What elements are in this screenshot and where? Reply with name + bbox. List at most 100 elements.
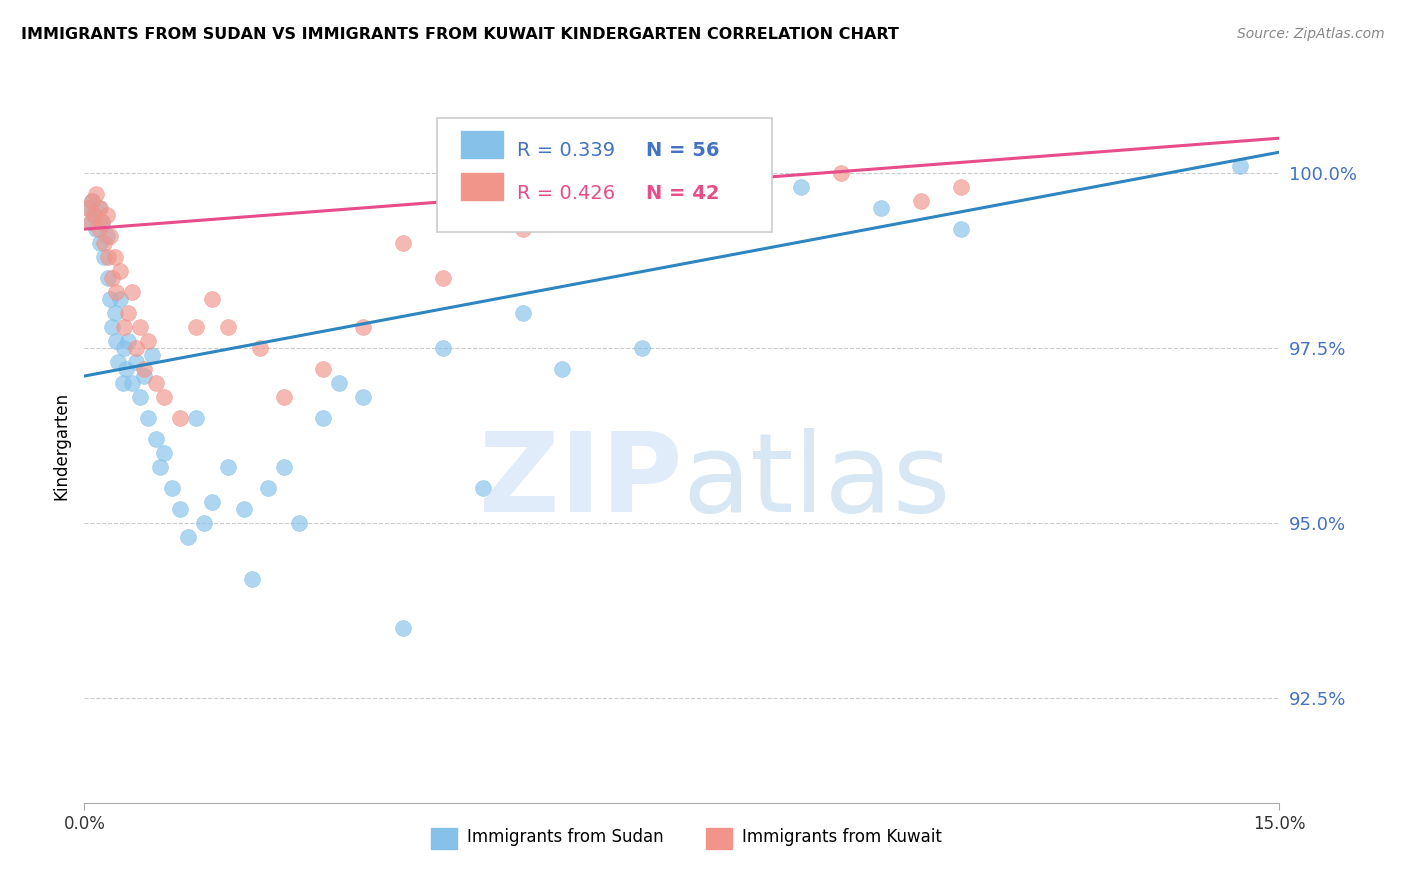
Text: IMMIGRANTS FROM SUDAN VS IMMIGRANTS FROM KUWAIT KINDERGARTEN CORRELATION CHART: IMMIGRANTS FROM SUDAN VS IMMIGRANTS FROM… <box>21 27 898 42</box>
Point <box>591 201 613 215</box>
Point <box>117 306 139 320</box>
Point <box>101 320 124 334</box>
Point <box>949 222 972 236</box>
Point <box>149 460 172 475</box>
Point <box>132 362 156 376</box>
Point <box>93 236 115 251</box>
Point <box>273 460 295 475</box>
Point <box>96 208 118 222</box>
Text: Source: ZipAtlas.com: Source: ZipAtlas.com <box>1237 27 1385 41</box>
Point <box>125 355 148 369</box>
Point <box>82 194 104 208</box>
Point <box>249 341 271 355</box>
Point <box>432 271 454 285</box>
Point <box>710 201 733 215</box>
Point <box>86 187 108 202</box>
Point <box>671 180 693 194</box>
Text: R = 0.426: R = 0.426 <box>517 184 614 203</box>
Point <box>97 271 120 285</box>
Point <box>110 264 132 278</box>
Point <box>256 481 278 495</box>
Point <box>97 250 120 264</box>
Point <box>93 250 115 264</box>
Point <box>110 292 132 306</box>
Point <box>112 320 135 334</box>
Point <box>201 292 224 306</box>
Text: Immigrants from Kuwait: Immigrants from Kuwait <box>742 828 942 846</box>
Text: atlas: atlas <box>682 428 950 535</box>
Point <box>392 621 415 635</box>
Point <box>80 215 103 229</box>
Point <box>98 229 121 244</box>
Point <box>101 271 124 285</box>
Point <box>89 201 111 215</box>
Text: Immigrants from Sudan: Immigrants from Sudan <box>467 828 664 846</box>
Point <box>232 502 254 516</box>
Point <box>90 215 112 229</box>
Point <box>790 180 813 194</box>
Point <box>169 502 191 516</box>
Point <box>83 208 105 222</box>
Point <box>551 362 574 376</box>
Point <box>328 376 350 390</box>
Point <box>121 376 143 390</box>
Point <box>751 208 773 222</box>
Point <box>121 285 143 299</box>
Point <box>114 362 136 376</box>
Point <box>312 411 335 425</box>
Point <box>273 390 295 404</box>
Point <box>129 320 152 334</box>
Point <box>136 334 159 348</box>
Point <box>217 320 239 334</box>
Point <box>77 201 100 215</box>
Point <box>136 411 159 425</box>
Point <box>132 369 156 384</box>
Point <box>177 530 200 544</box>
Point <box>830 166 852 180</box>
Point <box>125 341 148 355</box>
Point <box>107 355 129 369</box>
Point <box>631 341 654 355</box>
Text: N = 42: N = 42 <box>647 184 720 203</box>
Point <box>184 411 207 425</box>
Text: R = 0.339: R = 0.339 <box>517 141 614 161</box>
Point <box>217 460 239 475</box>
Point <box>352 320 374 334</box>
Point <box>471 481 494 495</box>
Point <box>432 341 454 355</box>
Point <box>160 481 183 495</box>
Y-axis label: Kindergarten: Kindergarten <box>52 392 70 500</box>
Point <box>153 446 176 460</box>
Point <box>104 306 127 320</box>
Point <box>86 222 108 236</box>
Point <box>105 334 128 348</box>
Bar <box>432 828 457 849</box>
Point <box>512 222 534 236</box>
Point <box>169 411 191 425</box>
Point <box>153 390 176 404</box>
Bar <box>706 828 733 849</box>
Bar <box>461 173 503 200</box>
Point <box>104 250 127 264</box>
Point <box>111 376 134 390</box>
Text: ZIP: ZIP <box>478 428 682 535</box>
FancyBboxPatch shape <box>437 118 772 232</box>
Point <box>1229 159 1251 173</box>
Point <box>77 201 100 215</box>
Point <box>312 362 335 376</box>
Point <box>117 334 139 348</box>
Point <box>392 236 415 251</box>
Point <box>870 201 893 215</box>
Point <box>87 201 110 215</box>
Point <box>83 208 105 222</box>
Text: N = 56: N = 56 <box>647 141 720 161</box>
Point <box>949 180 972 194</box>
Point <box>82 194 104 208</box>
Point <box>184 320 207 334</box>
Point <box>512 306 534 320</box>
Point <box>112 341 135 355</box>
Point <box>145 376 167 390</box>
Point <box>80 215 103 229</box>
Point <box>129 390 152 404</box>
Point <box>288 516 311 530</box>
